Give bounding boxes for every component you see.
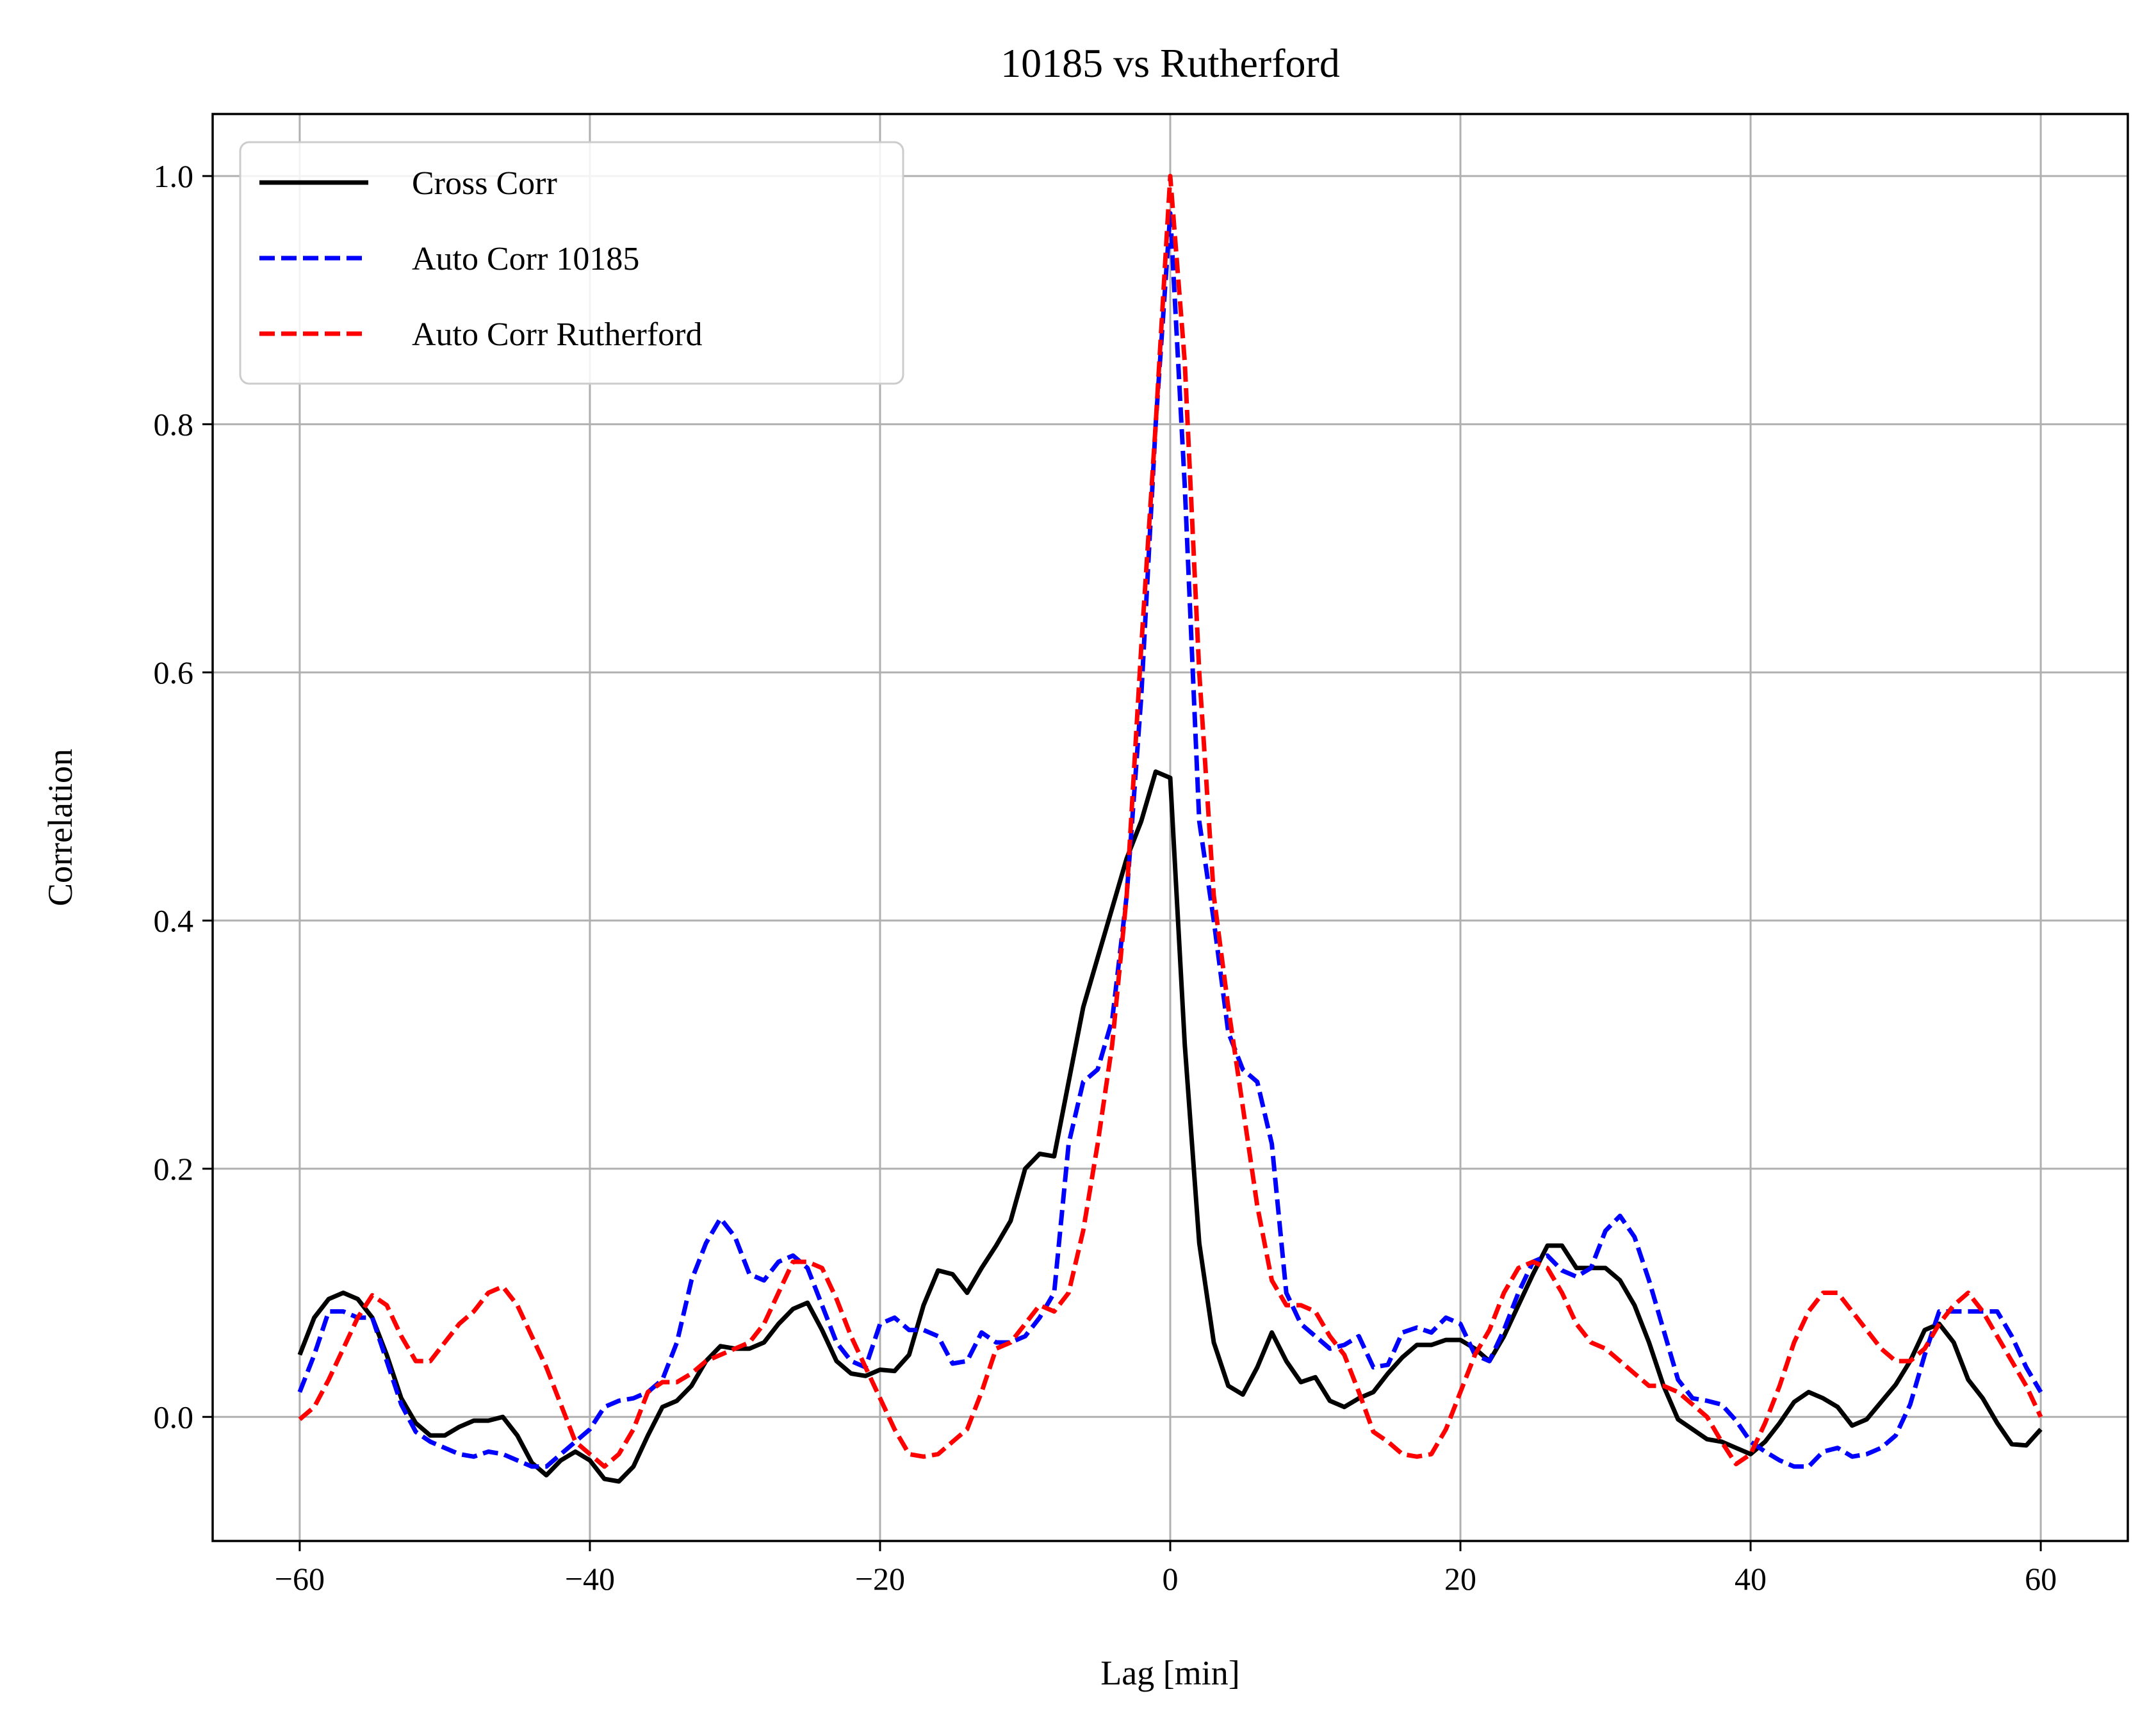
y-tick-label: 0.2 — [154, 1151, 194, 1187]
y-tick-label: 0.4 — [154, 902, 194, 938]
legend: Cross Corr Auto Corr 10185 Auto Corr Ruthe… — [239, 141, 904, 385]
legend-label: Auto Corr 10185 — [412, 241, 639, 277]
y-tick-label: 0.8 — [154, 406, 194, 442]
y-tick-label: 0.6 — [154, 655, 194, 690]
x-tick-label: −60 — [275, 1561, 325, 1597]
y-tick-label: 1.0 — [154, 158, 194, 194]
y-axis-title: Correlation — [41, 749, 79, 906]
x-tick-label: 0 — [1163, 1561, 1179, 1597]
legend-box — [239, 141, 904, 385]
x-tick-label: 40 — [1735, 1561, 1767, 1597]
chart-title: 10185 vs Rutherford — [1000, 40, 1340, 86]
x-tick-label: 20 — [1444, 1561, 1476, 1597]
y-tick-label: 0.0 — [154, 1399, 194, 1435]
x-axis-title: Lag [min] — [1100, 1654, 1239, 1692]
axis-ticks: −60 −40 −20 0 20 40 60 0.0 0.2 0.4 0.6 0.8 1.0 — [154, 158, 2057, 1597]
series-line-cross-corr — [297, 769, 2043, 1484]
series-line-auto-corr-rutherford — [298, 174, 2043, 1469]
x-tick-label: −20 — [855, 1561, 905, 1597]
legend-label: Cross Corr — [412, 165, 557, 202]
legend-label: Auto Corr Rutherford — [412, 316, 702, 353]
x-tick-label: 60 — [2025, 1561, 2057, 1597]
plot-series — [297, 174, 2043, 1484]
x-tick-label: −40 — [565, 1561, 615, 1597]
